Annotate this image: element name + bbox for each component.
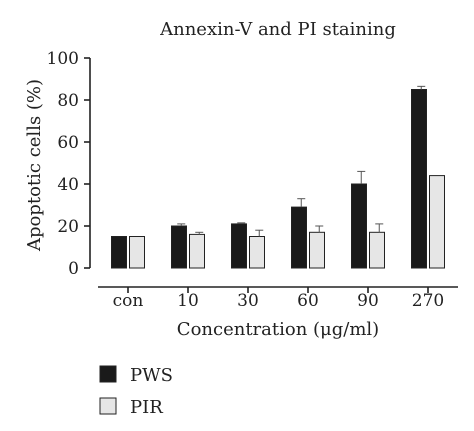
x-tick-label-con: con — [113, 291, 144, 311]
legend-label-pir: PIR — [130, 397, 163, 418]
y-tick-label-80: 80 — [57, 91, 79, 111]
y-tick-label-0: 0 — [68, 259, 79, 279]
legend-swatch-pws — [99, 365, 117, 383]
legend-swatch-pir — [99, 397, 117, 415]
x-tick-label-90: 90 — [357, 291, 379, 311]
bar-pws-con — [111, 236, 127, 269]
y-tick-label-100: 100 — [47, 49, 79, 69]
y-tick-label-20: 20 — [57, 217, 79, 237]
bar-pir-30 — [249, 236, 265, 269]
x-tick-label-270: 270 — [412, 291, 444, 311]
bar-pir-90 — [369, 231, 385, 269]
x-tick-label-60: 60 — [297, 291, 319, 311]
x-tick-label-10: 10 — [177, 291, 199, 311]
bar-pws-60 — [291, 206, 307, 269]
x-axis-label: Concentration (μg/ml) — [177, 319, 379, 340]
bar-pir-con — [129, 236, 145, 269]
bar-pir-10 — [189, 233, 205, 269]
bar-pws-30 — [231, 223, 247, 269]
bar-pws-90 — [351, 183, 367, 269]
chart-axes: 0 20 40 60 80 100 con 10 30 60 90 270 — [47, 49, 458, 311]
chart-legend: PWS PIR — [99, 365, 173, 418]
bar-pir-270 — [429, 175, 445, 269]
chart-title: Annexin-V and PI staining — [159, 19, 396, 40]
y-axis-label: Apoptotic cells (%) — [24, 79, 45, 252]
bar-pir-60 — [309, 231, 325, 269]
bar-pws-270 — [411, 89, 427, 269]
bar-group — [111, 85, 445, 269]
y-tick-label-60: 60 — [57, 133, 79, 153]
y-tick-label-40: 40 — [57, 175, 79, 195]
x-tick-label-30: 30 — [237, 291, 259, 311]
bar-pws-10 — [171, 225, 187, 269]
legend-label-pws: PWS — [130, 365, 173, 386]
